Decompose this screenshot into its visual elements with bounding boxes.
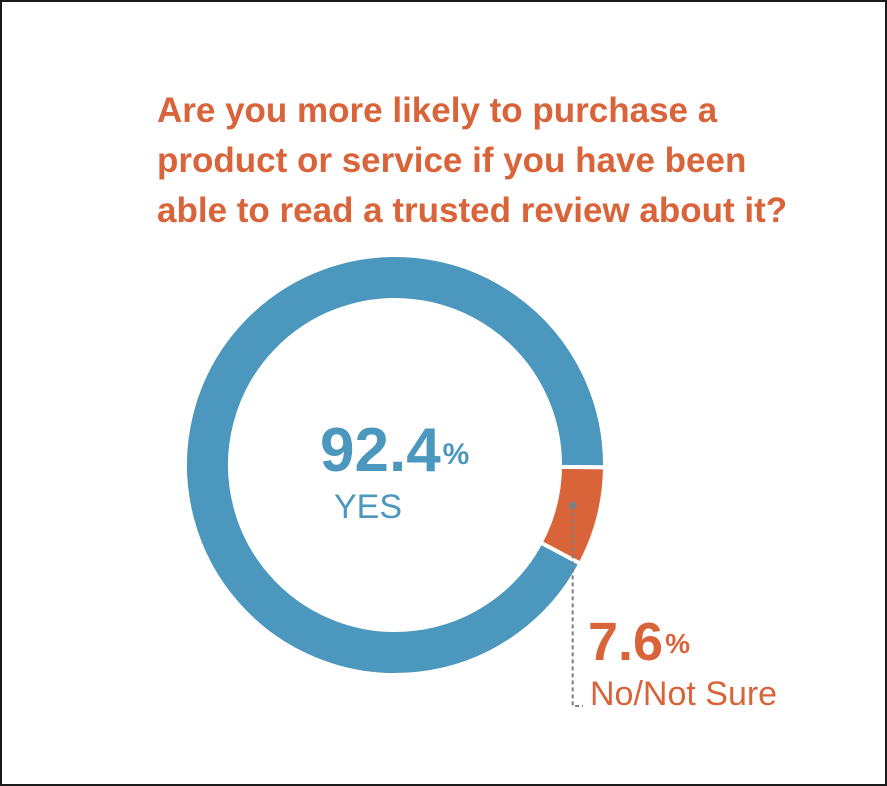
yes-value-label: 92.4% <box>320 416 469 486</box>
no-percent-sign: % <box>665 628 690 659</box>
slice-yes <box>183 253 607 677</box>
chart-title-line-2: product or service if you have been <box>157 141 747 180</box>
no-slice-label: No/Not Sure <box>590 675 778 713</box>
yes-percent-sign: % <box>442 438 470 471</box>
no-value: 7.6 <box>588 612 664 672</box>
leader-line <box>571 505 583 707</box>
yes-slice-label: YES <box>334 488 403 526</box>
no-value-label: 7.6% <box>588 611 690 673</box>
chart-title-line-3: able to read a trusted review about it? <box>157 191 788 230</box>
yes-value: 92.4 <box>320 416 441 485</box>
leader-line-group <box>568 501 583 707</box>
chart-title-line-1: Are you more likely to purchase a <box>157 91 718 130</box>
chart-title: Are you more likely to purchase a produc… <box>157 86 857 236</box>
